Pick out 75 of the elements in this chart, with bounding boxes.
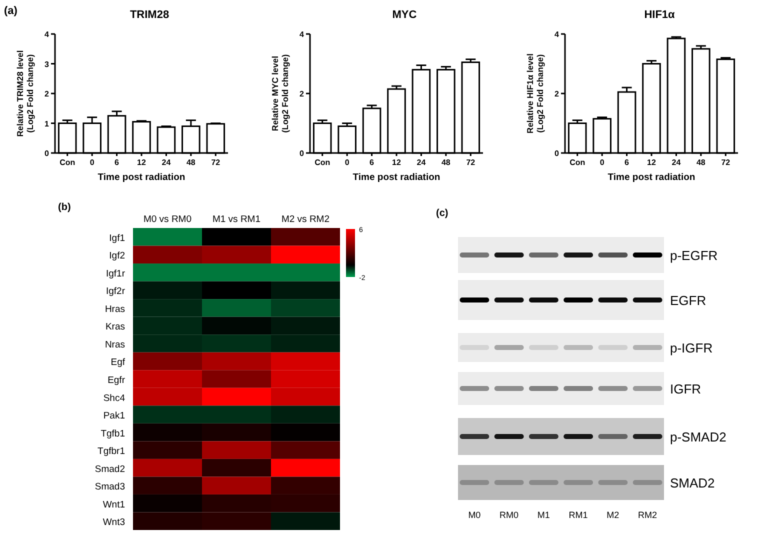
y-tick-label: 3 xyxy=(44,60,50,69)
y-tick-label: 0 xyxy=(554,149,560,158)
y-tick-label: 4 xyxy=(554,30,560,39)
category-label: p-SMAD2 xyxy=(670,430,726,444)
category-label: M0 xyxy=(468,510,481,520)
x-tick-label: M2 vs RM2 xyxy=(281,214,330,225)
y-tick-label: 2 xyxy=(300,90,305,98)
y-tick-label: Pak1 xyxy=(103,410,125,422)
x-tick-label: 6 xyxy=(114,158,120,167)
y-tick-label: Wnt1 xyxy=(102,499,125,510)
x-tick-label: 12 xyxy=(392,158,402,167)
y-tick-label: Shc4 xyxy=(103,392,125,404)
x-tick-label: 24 xyxy=(162,158,172,167)
x-tick-label: 24 xyxy=(416,158,426,167)
x-tick-label: 12 xyxy=(137,158,146,167)
x-tick-label: 24 xyxy=(672,158,682,167)
category-label: M1 xyxy=(537,510,550,520)
y-tick-label: 2 xyxy=(554,90,560,98)
x-tick-label: Con xyxy=(314,158,330,167)
y-tick-label: Smad3 xyxy=(94,482,125,493)
x-tick-label: M1 vs RM1 xyxy=(212,214,261,225)
y-tick-label: Egfr xyxy=(108,375,125,386)
chart-title: HIF1α xyxy=(644,9,676,21)
x-tick-label: 48 xyxy=(441,158,451,167)
category-label: RM1 xyxy=(568,510,588,520)
category-label: p-IGFR xyxy=(670,340,713,356)
y-tick-label: Hras xyxy=(104,304,126,315)
x-tick-label: M0 vs RM0 xyxy=(143,214,192,225)
y-tick-label: Smad2 xyxy=(94,464,125,475)
x-tick-label: Con xyxy=(60,158,76,167)
y-tick-label: Igf1 xyxy=(109,232,125,244)
y-tick-label: Tgfbr1 xyxy=(98,446,125,458)
text: (b) xyxy=(58,202,71,213)
y-tick-label: Egf xyxy=(110,357,126,368)
x-axis-title: Time post radiation xyxy=(608,172,696,183)
chart-title: TRIM28 xyxy=(130,9,170,21)
x-axis-title: Time post radiation xyxy=(352,172,440,183)
y-axis-title: Relative TRIM28 level (Log2 Fold change) xyxy=(15,50,35,137)
y-axis-title: Relative MYC level (Log2 Fold change) xyxy=(270,54,290,133)
y-tick-label: 2 xyxy=(44,90,50,98)
y-tick-label: Tgfb1 xyxy=(100,428,125,440)
x-tick-label: 72 xyxy=(721,158,731,167)
y-tick-label: 1 xyxy=(44,119,50,128)
category-label: RM0 xyxy=(500,510,519,520)
y-tick-label: Igf2 xyxy=(109,250,125,262)
category-label: EGFR xyxy=(670,293,706,308)
x-tick-label: 12 xyxy=(647,158,656,167)
x-tick-label: 0 xyxy=(344,158,350,167)
text: (a) xyxy=(4,5,18,17)
chart-title: MYC xyxy=(392,9,417,21)
category-label: SMAD2 xyxy=(670,476,715,490)
y-tick-label: 4 xyxy=(300,30,305,39)
x-tick-label: 0 xyxy=(600,158,605,167)
category-label: RM2 xyxy=(638,510,658,520)
category-label: M2 xyxy=(606,510,620,520)
x-axis-title: Time post radiation xyxy=(98,172,186,183)
x-tick-label: 72 xyxy=(211,158,221,167)
x-tick-label: Con xyxy=(570,158,586,167)
x-tick-label: 72 xyxy=(466,158,476,167)
y-tick-label: 0 xyxy=(44,149,50,158)
y-tick-label: Kras xyxy=(105,322,126,333)
y-tick-label: Igf2r xyxy=(106,286,125,298)
x-tick-label: 48 xyxy=(696,158,706,167)
category-label: IGFR xyxy=(670,382,702,396)
y-tick-label: Nras xyxy=(104,339,126,350)
category-label: p-EGFR xyxy=(670,248,718,263)
x-tick-label: 6 xyxy=(370,158,375,167)
y-tick-label: Igf1r xyxy=(106,268,125,280)
y-tick-label: 0 xyxy=(300,149,305,158)
y-tick-label: 4 xyxy=(44,30,50,39)
x-tick-label: 6 xyxy=(624,158,630,167)
text: (c) xyxy=(436,208,448,219)
y-tick-label: Wnt3 xyxy=(102,517,125,528)
x-tick-label: 48 xyxy=(186,158,196,167)
y-axis-title: Relative HIF1α level (Log2 Fold change) xyxy=(525,54,545,134)
